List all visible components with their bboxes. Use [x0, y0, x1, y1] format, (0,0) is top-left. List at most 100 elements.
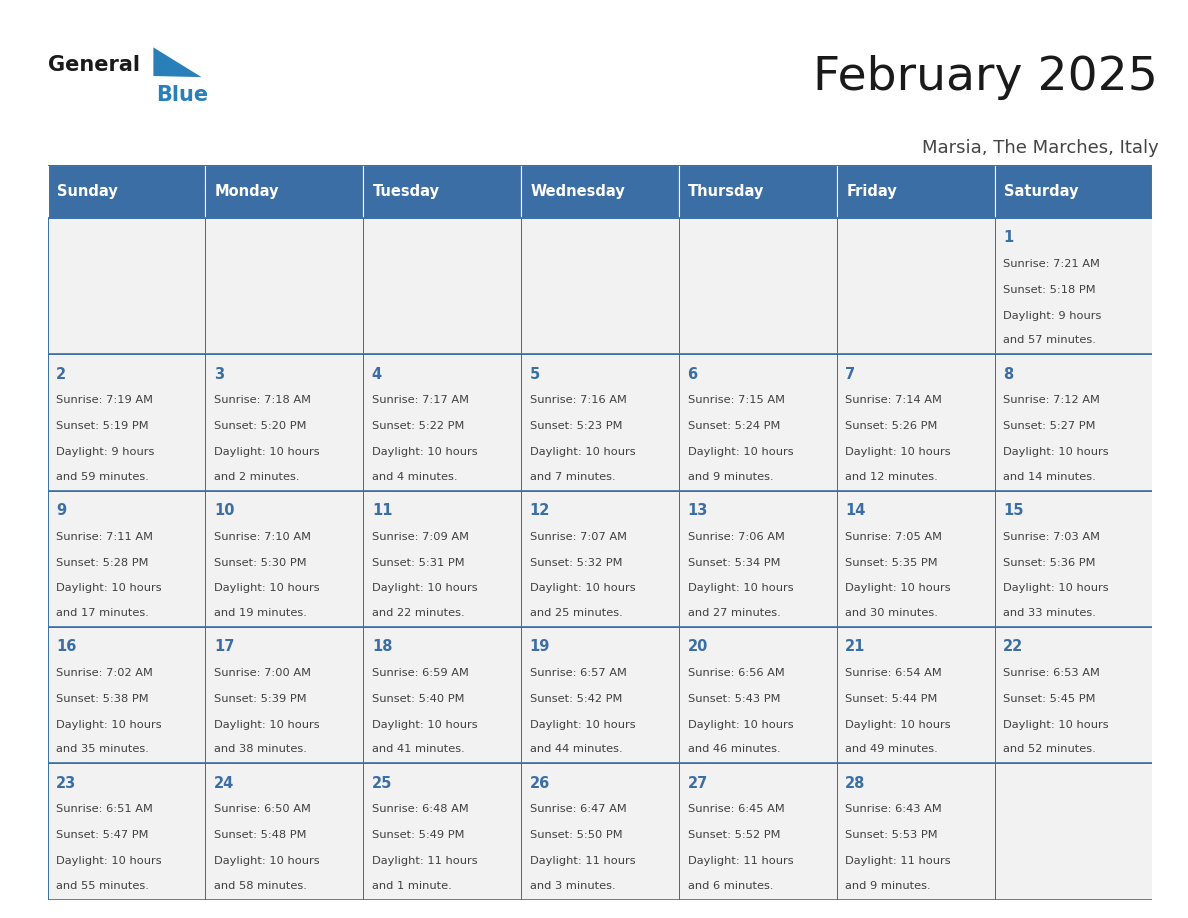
Text: Sunrise: 7:11 AM: Sunrise: 7:11 AM — [56, 532, 153, 542]
Text: 9: 9 — [56, 503, 67, 518]
Text: and 3 minutes.: and 3 minutes. — [530, 880, 615, 890]
FancyBboxPatch shape — [678, 491, 836, 627]
Text: 2: 2 — [56, 366, 67, 382]
Text: Daylight: 11 hours: Daylight: 11 hours — [688, 856, 794, 866]
Text: and 33 minutes.: and 33 minutes. — [1003, 608, 1097, 618]
Text: Sunset: 5:18 PM: Sunset: 5:18 PM — [1003, 285, 1095, 295]
FancyBboxPatch shape — [994, 354, 1152, 491]
Text: 1: 1 — [1003, 230, 1013, 245]
Text: Sunset: 5:52 PM: Sunset: 5:52 PM — [688, 830, 781, 840]
Text: Daylight: 10 hours: Daylight: 10 hours — [214, 584, 320, 593]
Text: Sunrise: 6:48 AM: Sunrise: 6:48 AM — [372, 804, 468, 814]
Text: Friday: Friday — [846, 185, 897, 199]
Text: Daylight: 10 hours: Daylight: 10 hours — [688, 447, 794, 457]
Text: Wednesday: Wednesday — [531, 185, 625, 199]
Text: and 30 minutes.: and 30 minutes. — [846, 608, 939, 618]
Text: 17: 17 — [214, 639, 234, 655]
Text: 19: 19 — [530, 639, 550, 655]
FancyBboxPatch shape — [836, 354, 994, 491]
Text: Sunrise: 7:15 AM: Sunrise: 7:15 AM — [688, 396, 784, 406]
Text: 23: 23 — [56, 776, 76, 790]
FancyBboxPatch shape — [522, 627, 678, 764]
Text: Sunrise: 6:50 AM: Sunrise: 6:50 AM — [214, 804, 311, 814]
Text: Sunrise: 6:45 AM: Sunrise: 6:45 AM — [688, 804, 784, 814]
Text: Sunrise: 7:09 AM: Sunrise: 7:09 AM — [372, 532, 469, 542]
Text: Sunrise: 6:56 AM: Sunrise: 6:56 AM — [688, 668, 784, 677]
Text: Sunset: 5:48 PM: Sunset: 5:48 PM — [214, 830, 307, 840]
Text: and 17 minutes.: and 17 minutes. — [56, 608, 148, 618]
FancyBboxPatch shape — [836, 491, 994, 627]
Text: Sunrise: 7:18 AM: Sunrise: 7:18 AM — [214, 396, 311, 406]
Text: 10: 10 — [214, 503, 234, 518]
FancyBboxPatch shape — [48, 491, 206, 627]
Text: Daylight: 10 hours: Daylight: 10 hours — [1003, 720, 1108, 730]
Text: Sunset: 5:40 PM: Sunset: 5:40 PM — [372, 694, 465, 704]
Text: and 35 minutes.: and 35 minutes. — [56, 744, 148, 755]
FancyBboxPatch shape — [994, 491, 1152, 627]
Text: Sunrise: 7:12 AM: Sunrise: 7:12 AM — [1003, 396, 1100, 406]
Text: 15: 15 — [1003, 503, 1024, 518]
Text: Sunset: 5:28 PM: Sunset: 5:28 PM — [56, 557, 148, 567]
FancyBboxPatch shape — [48, 627, 206, 764]
Text: and 44 minutes.: and 44 minutes. — [530, 744, 623, 755]
Text: and 55 minutes.: and 55 minutes. — [56, 880, 148, 890]
Text: Daylight: 10 hours: Daylight: 10 hours — [530, 584, 636, 593]
Text: Daylight: 10 hours: Daylight: 10 hours — [56, 720, 162, 730]
Text: Marsia, The Marches, Italy: Marsia, The Marches, Italy — [922, 139, 1158, 157]
Text: Tuesday: Tuesday — [373, 185, 440, 199]
FancyBboxPatch shape — [678, 354, 836, 491]
Text: Daylight: 10 hours: Daylight: 10 hours — [1003, 584, 1108, 593]
FancyBboxPatch shape — [678, 627, 836, 764]
FancyBboxPatch shape — [994, 165, 1152, 218]
Text: Daylight: 10 hours: Daylight: 10 hours — [372, 447, 478, 457]
Text: Sunset: 5:26 PM: Sunset: 5:26 PM — [846, 421, 937, 431]
Text: 26: 26 — [530, 776, 550, 790]
Text: Sunset: 5:30 PM: Sunset: 5:30 PM — [214, 557, 307, 567]
Text: Sunset: 5:47 PM: Sunset: 5:47 PM — [56, 830, 148, 840]
Text: and 25 minutes.: and 25 minutes. — [530, 608, 623, 618]
Text: 20: 20 — [688, 639, 708, 655]
Text: and 14 minutes.: and 14 minutes. — [1003, 472, 1097, 482]
FancyBboxPatch shape — [364, 354, 522, 491]
FancyBboxPatch shape — [206, 165, 364, 218]
FancyBboxPatch shape — [836, 627, 994, 764]
Text: 4: 4 — [372, 366, 383, 382]
Text: Sunrise: 7:17 AM: Sunrise: 7:17 AM — [372, 396, 469, 406]
Text: Daylight: 10 hours: Daylight: 10 hours — [214, 856, 320, 866]
Text: General: General — [48, 55, 139, 75]
Text: Sunrise: 7:14 AM: Sunrise: 7:14 AM — [846, 396, 942, 406]
Text: Sunrise: 7:00 AM: Sunrise: 7:00 AM — [214, 668, 311, 677]
Text: 3: 3 — [214, 366, 225, 382]
FancyBboxPatch shape — [522, 764, 678, 900]
Text: and 6 minutes.: and 6 minutes. — [688, 880, 773, 890]
Text: Sunrise: 7:02 AM: Sunrise: 7:02 AM — [56, 668, 153, 677]
Text: Sunrise: 6:47 AM: Sunrise: 6:47 AM — [530, 804, 626, 814]
Text: 6: 6 — [688, 366, 697, 382]
Text: 24: 24 — [214, 776, 234, 790]
Text: 14: 14 — [846, 503, 866, 518]
Text: Daylight: 10 hours: Daylight: 10 hours — [688, 584, 794, 593]
Text: Sunset: 5:27 PM: Sunset: 5:27 PM — [1003, 421, 1095, 431]
Text: Daylight: 10 hours: Daylight: 10 hours — [56, 584, 162, 593]
Text: 25: 25 — [372, 776, 392, 790]
Text: Sunset: 5:36 PM: Sunset: 5:36 PM — [1003, 557, 1095, 567]
FancyBboxPatch shape — [994, 627, 1152, 764]
Text: Daylight: 10 hours: Daylight: 10 hours — [688, 720, 794, 730]
Text: Sunset: 5:45 PM: Sunset: 5:45 PM — [1003, 694, 1095, 704]
Text: Daylight: 10 hours: Daylight: 10 hours — [846, 584, 952, 593]
FancyBboxPatch shape — [206, 764, 364, 900]
Text: and 12 minutes.: and 12 minutes. — [846, 472, 939, 482]
Text: Sunrise: 7:06 AM: Sunrise: 7:06 AM — [688, 532, 784, 542]
Text: and 46 minutes.: and 46 minutes. — [688, 744, 781, 755]
FancyBboxPatch shape — [994, 764, 1152, 900]
Text: and 2 minutes.: and 2 minutes. — [214, 472, 299, 482]
Text: Sunset: 5:53 PM: Sunset: 5:53 PM — [846, 830, 939, 840]
Text: Sunset: 5:43 PM: Sunset: 5:43 PM — [688, 694, 781, 704]
FancyBboxPatch shape — [48, 354, 206, 491]
Text: Sunrise: 7:10 AM: Sunrise: 7:10 AM — [214, 532, 311, 542]
Text: 28: 28 — [846, 776, 866, 790]
Text: Daylight: 11 hours: Daylight: 11 hours — [846, 856, 952, 866]
FancyBboxPatch shape — [48, 165, 206, 218]
Text: Sunset: 5:42 PM: Sunset: 5:42 PM — [530, 694, 623, 704]
Text: Daylight: 10 hours: Daylight: 10 hours — [846, 447, 952, 457]
